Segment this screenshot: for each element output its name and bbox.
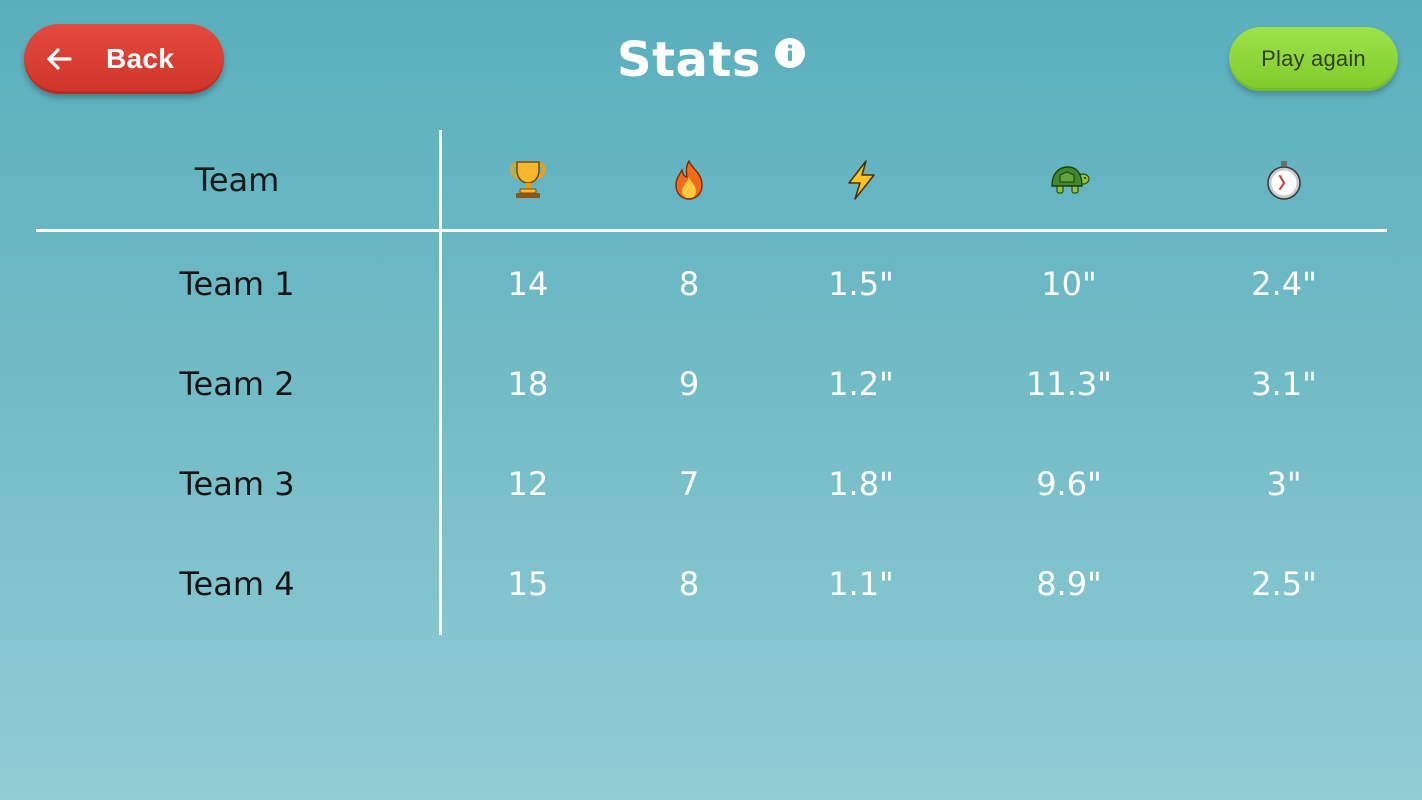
streak-value: 8 [678, 265, 700, 303]
slowest-value: 11.3" [1026, 365, 1112, 403]
trophies-value: 14 [507, 265, 549, 303]
arrow-left-icon [47, 48, 72, 70]
trophies-value: 18 [507, 365, 549, 403]
team-name: Team 2 [179, 365, 295, 403]
fastest-value: 1.8" [828, 465, 894, 503]
trophies-value: 12 [507, 465, 549, 503]
page-header: Stats [0, 30, 1422, 94]
fastest-value: 1.2" [828, 365, 894, 403]
slowest-value: 8.9" [1036, 565, 1102, 603]
average-value: 2.4" [1251, 265, 1317, 303]
fire-icon [675, 159, 703, 200]
stopwatch-icon [1267, 161, 1301, 200]
play-again-button[interactable]: Play again [1229, 27, 1398, 91]
fastest-value: 1.5" [828, 265, 894, 303]
fastest-value: 1.1" [828, 565, 894, 603]
page-title: Stats [617, 32, 761, 88]
back-button[interactable]: Back [24, 24, 224, 94]
team-name: Team 1 [179, 265, 295, 303]
average-value: 3" [1266, 465, 1302, 503]
column-divider [439, 130, 442, 635]
average-value: 2.5" [1251, 565, 1317, 603]
team-name: Team 3 [179, 465, 295, 503]
turtle-icon [1051, 166, 1090, 194]
trophy-icon [510, 161, 546, 198]
info-icon[interactable] [774, 38, 805, 68]
back-button-label: Back [106, 43, 175, 74]
slowest-value: 9.6" [1036, 465, 1102, 503]
header-divider [36, 229, 1387, 232]
slowest-value: 10" [1041, 265, 1097, 303]
stats-table: Team Team 1 14 8 1.5" 10" 2.4" [36, 130, 1387, 635]
team-name: Team 4 [179, 565, 295, 603]
streak-value: 8 [678, 565, 700, 603]
lightning-icon [848, 160, 875, 200]
streak-value: 9 [678, 365, 700, 403]
trophies-value: 15 [507, 565, 549, 603]
team-column-header: Team [194, 161, 280, 199]
average-value: 3.1" [1251, 365, 1317, 403]
play-again-label: Play again [1261, 46, 1366, 71]
streak-value: 7 [678, 465, 700, 503]
